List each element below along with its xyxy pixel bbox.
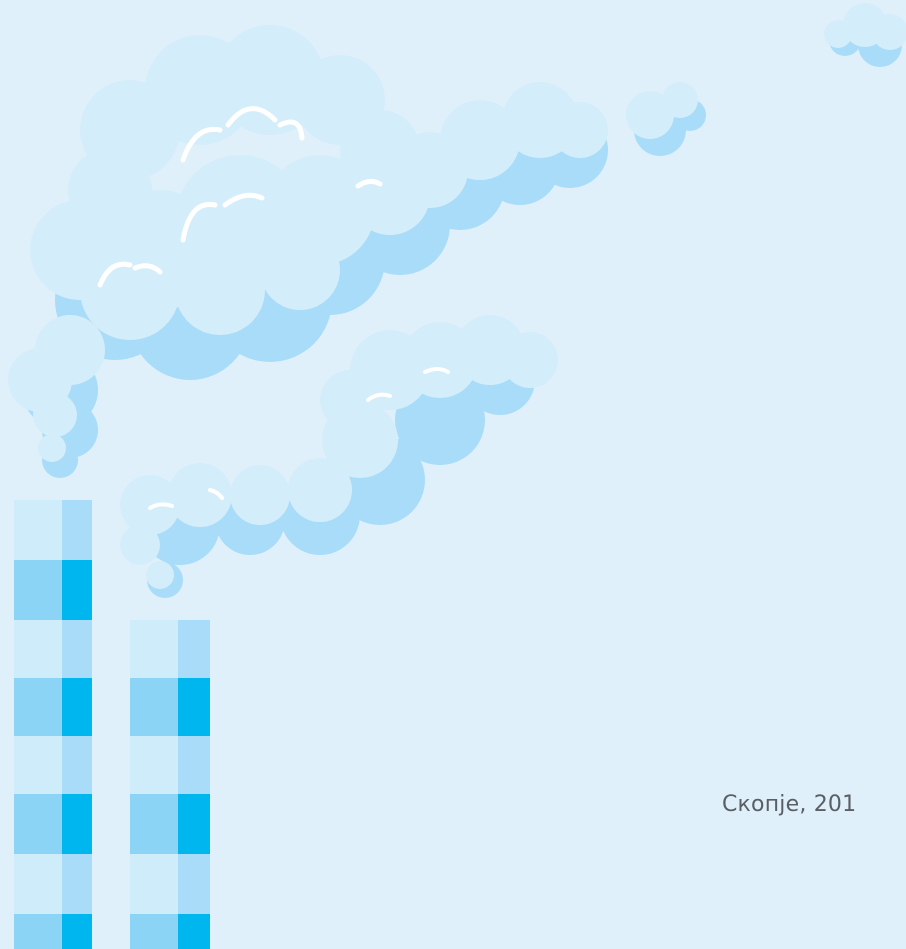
place-date-caption: Скопје, 201 bbox=[722, 792, 857, 817]
smoke-cloud-large bbox=[8, 25, 706, 478]
chimney-left bbox=[14, 500, 92, 949]
smoke-cloud-small bbox=[120, 315, 558, 598]
cloud-small-top-right bbox=[824, 3, 906, 67]
chimney-right bbox=[130, 620, 210, 949]
